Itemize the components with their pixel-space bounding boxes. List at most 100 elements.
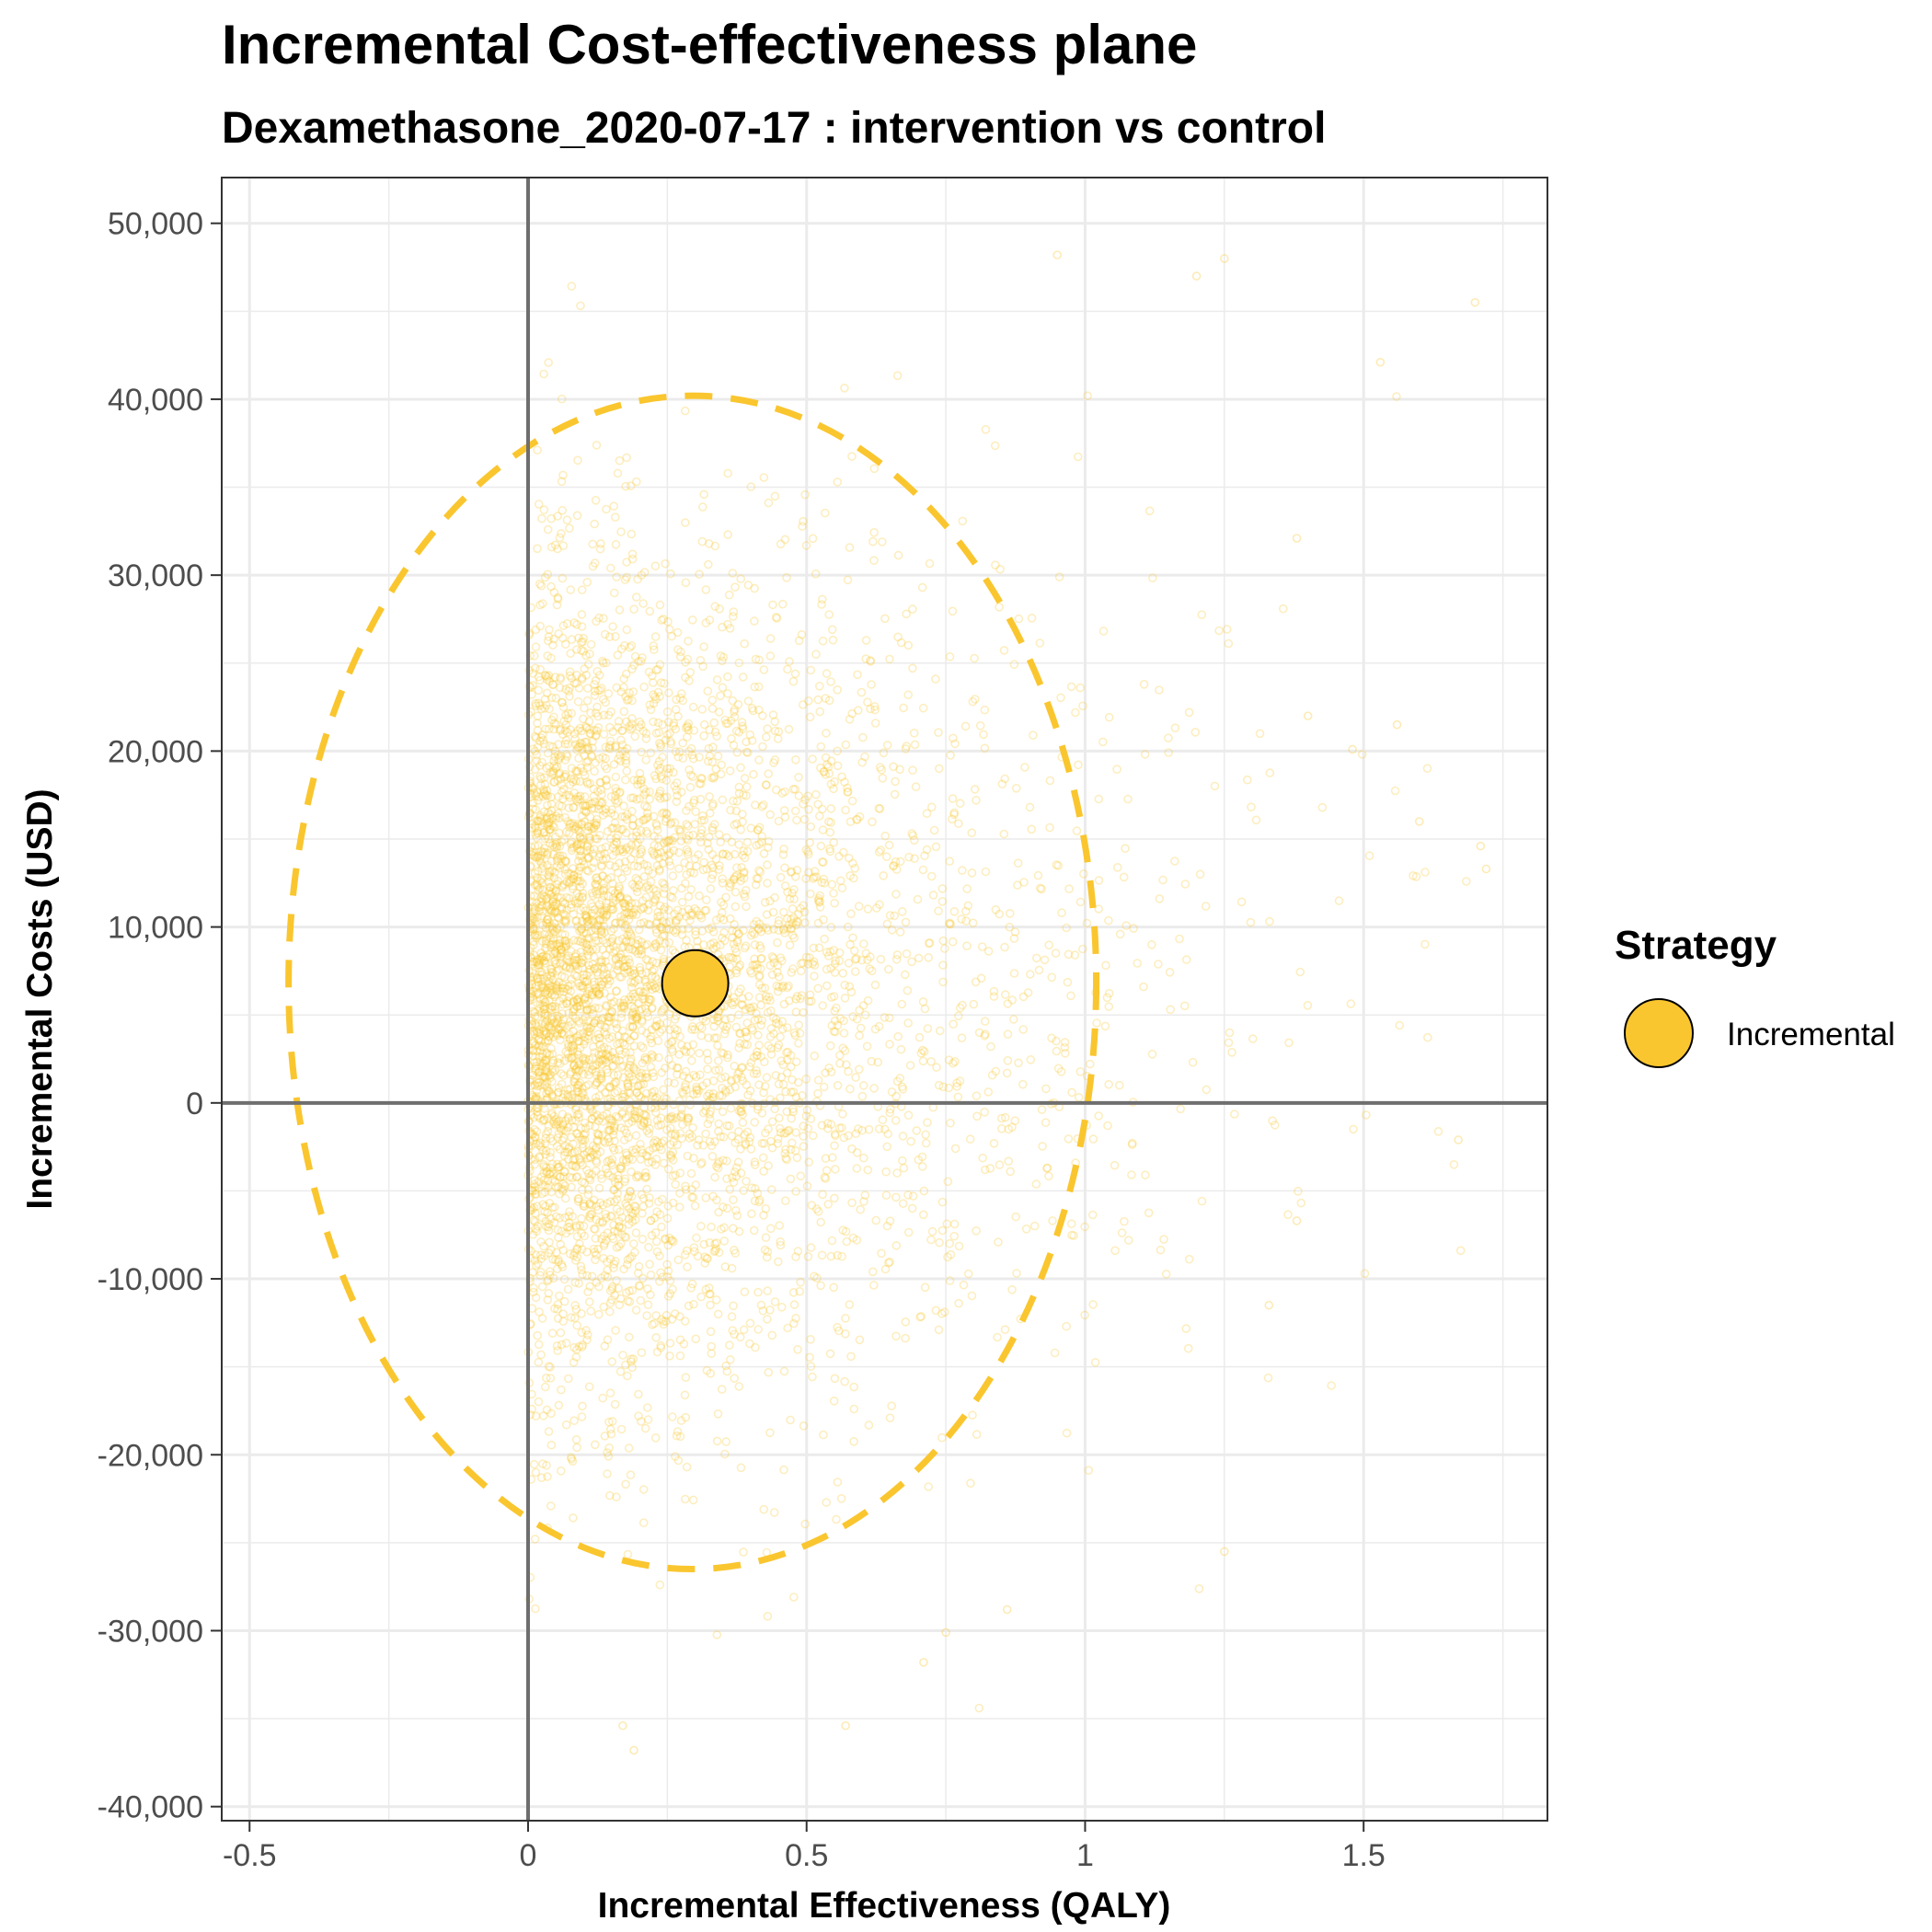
data-point xyxy=(949,810,959,820)
data-point xyxy=(963,901,973,911)
data-point xyxy=(558,697,567,707)
data-point xyxy=(803,1252,813,1261)
data-point xyxy=(817,600,826,609)
data-point xyxy=(656,1343,666,1352)
data-point xyxy=(822,981,832,991)
data-point xyxy=(596,1170,606,1179)
data-point xyxy=(537,954,546,964)
data-point xyxy=(843,788,853,797)
data-point xyxy=(611,834,621,843)
data-point xyxy=(1271,1121,1280,1130)
data-point xyxy=(555,726,565,735)
data-point xyxy=(901,744,911,753)
data-point xyxy=(746,823,756,834)
data-point xyxy=(832,1003,841,1013)
data-point xyxy=(575,1043,585,1052)
data-point xyxy=(707,1141,717,1151)
data-point xyxy=(592,1110,602,1120)
data-point xyxy=(612,1023,622,1033)
data-point xyxy=(611,1326,620,1335)
data-point xyxy=(566,986,576,996)
data-point xyxy=(746,969,756,978)
data-point xyxy=(666,739,676,749)
data-point xyxy=(629,1113,639,1122)
data-point xyxy=(825,947,835,957)
data-point xyxy=(539,1162,549,1171)
data-point xyxy=(683,1117,692,1127)
data-point xyxy=(580,771,590,780)
data-point xyxy=(594,1183,604,1193)
data-point xyxy=(830,1374,840,1384)
data-point xyxy=(538,1459,547,1468)
data-point xyxy=(898,1199,908,1208)
data-point xyxy=(697,1157,707,1167)
data-point xyxy=(533,881,543,891)
data-point xyxy=(920,851,929,861)
data-point xyxy=(653,1036,663,1046)
data-point xyxy=(545,741,555,751)
data-point xyxy=(546,1245,556,1255)
data-point xyxy=(746,1144,756,1154)
data-point xyxy=(537,730,547,740)
data-point xyxy=(547,924,558,933)
data-point xyxy=(627,1251,637,1261)
data-point xyxy=(967,1291,977,1301)
data-point xyxy=(920,1004,930,1014)
data-point xyxy=(955,1003,965,1013)
data-point xyxy=(538,1160,548,1169)
data-point xyxy=(623,930,632,940)
data-point xyxy=(705,615,715,625)
data-point xyxy=(656,1340,666,1351)
data-point xyxy=(582,800,592,811)
data-point xyxy=(595,830,604,840)
data-point xyxy=(786,1087,796,1097)
data-point xyxy=(617,726,627,735)
data-point xyxy=(581,1023,592,1033)
data-point xyxy=(1225,1028,1235,1038)
data-point xyxy=(589,784,599,794)
data-point xyxy=(607,1417,617,1426)
data-point xyxy=(627,793,636,803)
data-point xyxy=(734,1127,743,1136)
data-point xyxy=(714,1207,723,1217)
data-point xyxy=(584,1382,594,1392)
data-point xyxy=(774,1019,784,1029)
data-point xyxy=(641,968,651,977)
data-point xyxy=(535,1071,545,1081)
data-point xyxy=(1056,1067,1066,1076)
data-point xyxy=(560,755,570,765)
data-point xyxy=(584,717,594,727)
data-point xyxy=(634,987,644,996)
data-point xyxy=(569,1161,578,1170)
data-point xyxy=(549,634,558,644)
data-point xyxy=(705,1110,714,1119)
data-point xyxy=(752,873,762,883)
data-point xyxy=(549,1111,559,1121)
data-point xyxy=(833,746,842,756)
data-point xyxy=(543,1183,553,1192)
data-point xyxy=(601,776,611,786)
data-point xyxy=(663,1292,673,1301)
data-point xyxy=(601,808,611,818)
data-point xyxy=(605,741,615,750)
data-point xyxy=(536,967,546,977)
data-point xyxy=(572,1172,582,1181)
data-point xyxy=(554,754,563,765)
data-point xyxy=(645,1034,655,1044)
data-point xyxy=(790,1030,800,1041)
data-point xyxy=(572,972,581,981)
data-point xyxy=(603,1335,613,1344)
data-point xyxy=(610,918,620,928)
data-point xyxy=(684,861,695,870)
data-point xyxy=(718,1083,727,1093)
data-point xyxy=(651,729,661,738)
data-point xyxy=(801,541,811,550)
data-point xyxy=(746,930,756,940)
data-point xyxy=(546,813,556,823)
data-point xyxy=(738,1110,748,1120)
data-point xyxy=(656,1120,666,1130)
data-point xyxy=(589,916,598,926)
data-point xyxy=(744,1003,754,1013)
data-point xyxy=(532,750,542,760)
data-point xyxy=(589,952,599,961)
